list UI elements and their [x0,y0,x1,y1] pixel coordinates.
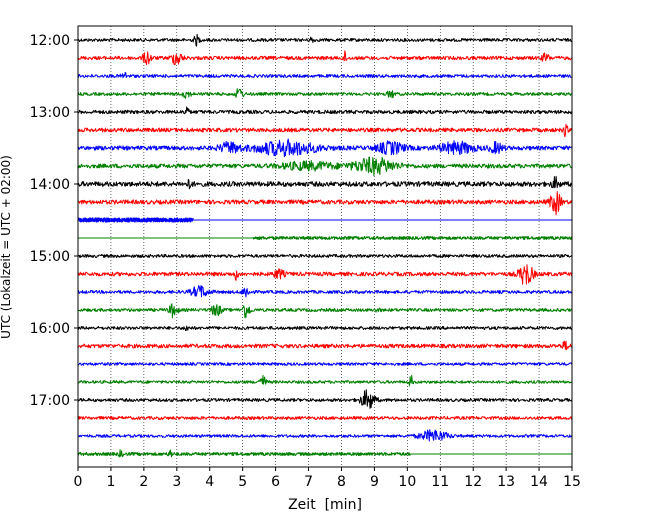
trace-1745 [77,449,411,458]
x-axis-ticks: 0 1 2 3 4 5 6 7 8 9 10 11 12 13 14 15 [74,467,581,490]
trace-1600 [77,325,573,331]
y-axis-label: UTC (Lokalzeit = UTC + 02:00) [0,155,13,339]
trace-1515 [77,264,573,285]
trace-1415 [77,191,573,216]
trace-1400 [77,175,573,190]
trace-group [77,33,573,458]
trace-1215 [77,50,573,66]
y-tick-label-1300: 13:00 [30,105,70,121]
trace-1730 [77,429,573,442]
x-tick-label-12: 12 [464,474,482,490]
x-tick-label-14: 14 [530,474,548,490]
trace-1445 [252,236,573,240]
y-tick-label-1600: 16:00 [30,321,70,337]
x-tick-label-7: 7 [304,474,313,490]
x-tick-label-11: 11 [431,474,449,490]
x-tick-label-10: 10 [398,474,416,490]
x-tick-label-3: 3 [172,474,181,490]
trace-1200 [77,33,573,47]
x-axis-label: Zeit [min] [288,497,362,513]
x-tick-label-5: 5 [238,474,247,490]
trace-1545 [77,303,573,319]
trace-1330 [77,138,573,158]
trace-1715 [77,416,573,420]
y-tick-label-1500: 15:00 [30,249,70,265]
trace-1700 [77,389,573,409]
x-tick-label-4: 4 [205,474,214,490]
x-tick-label-13: 13 [497,474,515,490]
x-tick-label-15: 15 [563,474,581,490]
x-tick-label-9: 9 [370,474,379,490]
x-tick-label-8: 8 [337,474,346,490]
trace-1315 [78,123,573,138]
x-tick-label-6: 6 [271,474,280,490]
x-tick-label-1: 1 [106,474,115,490]
trace-1615 [77,340,573,351]
y-tick-label-1400: 14:00 [30,177,70,193]
trace-1300 [77,106,573,115]
trace-1645 [77,374,573,387]
x-tick-label-2: 2 [139,474,148,490]
trace-1430 [77,217,194,223]
y-tick-label-1700: 17:00 [30,393,70,409]
plot-frame [77,25,573,468]
x-tick-label-0: 0 [74,474,83,490]
y-tick-label-1200: 12:00 [30,33,70,49]
trace-1530 [77,285,573,298]
trace-1630 [77,362,573,366]
trace-1245 [77,88,573,99]
trace-1500 [77,254,573,258]
trace-1345 [77,156,573,177]
y-axis-ticks: 12:00 13:00 14:00 15:00 16:00 17:00 [30,33,78,409]
trace-1230 [77,71,573,79]
